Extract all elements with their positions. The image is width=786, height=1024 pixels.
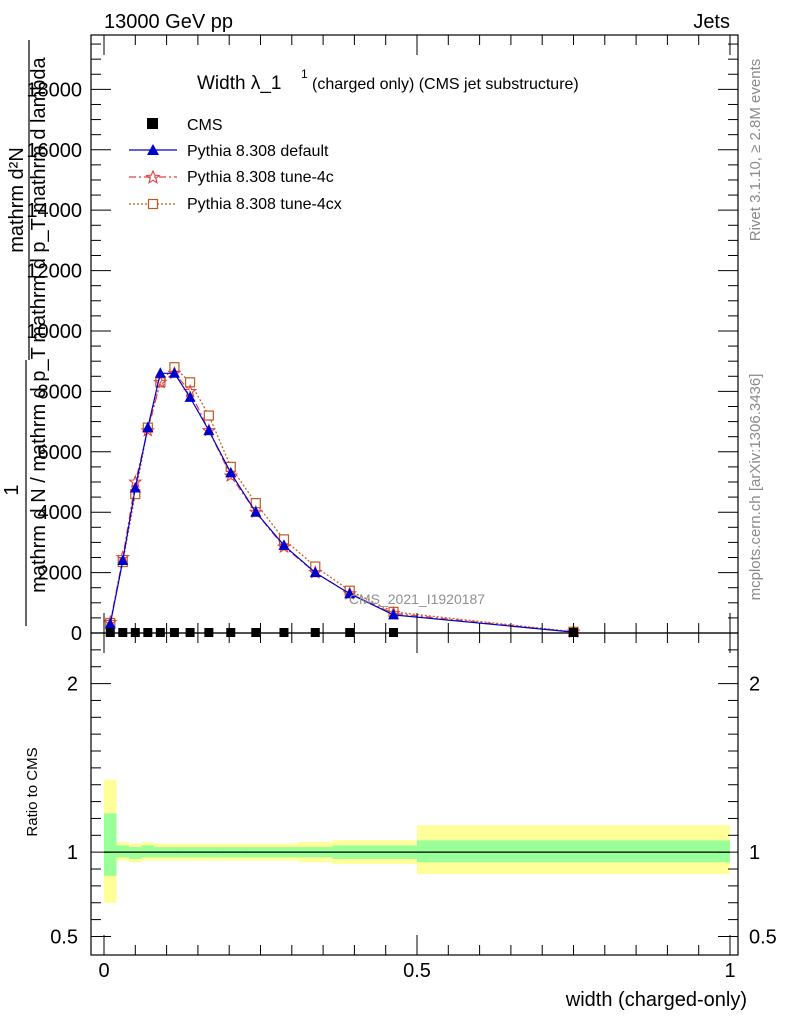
plot-title-sup: 1 <box>301 67 308 81</box>
rivet-label: Rivet 3.1.10, ≥ 2.8M events <box>747 59 764 242</box>
series-1-point <box>154 367 166 378</box>
main-ytick-label: 4000 <box>38 502 83 524</box>
ratio-ytick-label-right: 2 <box>749 674 760 696</box>
series-1-point <box>142 421 154 433</box>
ratio-xtick-label: 1 <box>724 960 735 982</box>
series-1-point <box>203 424 215 436</box>
ratio-xtick-label: 0.5 <box>403 960 431 982</box>
series-1-point <box>104 617 116 629</box>
series-line-2 <box>109 372 574 633</box>
ratio-inner-band-14 <box>417 840 730 863</box>
ylabel-denominator-bottom: mathrm d N / mathrm d p_T <box>28 347 50 593</box>
main-ytick-label: 14000 <box>26 200 82 222</box>
series-2-point <box>153 374 168 389</box>
plot-title-rest: (charged only) (CMS jet substructure) <box>312 76 579 93</box>
series-line-3 <box>109 366 574 633</box>
ratio-inner-band-3 <box>141 845 155 858</box>
series-1-point <box>309 566 321 578</box>
series-2-point <box>140 422 155 437</box>
ratio-ytick-label-right: 1 <box>749 842 760 864</box>
legend-marker-default <box>147 144 159 155</box>
legend-label-cms: CMS <box>187 117 223 134</box>
ylabel-numerator-bottom: 1 <box>1 484 23 495</box>
ylabel-denominator-top: mathrm d p_T mathrm d lambda <box>28 56 50 342</box>
ratio-ytick-label-left: 1 <box>67 842 78 864</box>
series-1-point <box>117 554 129 566</box>
ratio-ytick-label-left: 2 <box>67 674 78 696</box>
main-ytick-label: 12000 <box>26 261 82 283</box>
series-1-point <box>278 539 290 550</box>
series-3-point <box>203 410 214 421</box>
series-1-point <box>184 391 196 402</box>
series-1-point <box>168 367 180 378</box>
series-line-1 <box>109 372 574 633</box>
legend: CMS Pythia 8.308 default Pythia 8.308 tu… <box>129 117 342 213</box>
ratio-inner-band-0 <box>104 813 117 876</box>
main-ticks: 0 2000 4000 6000 8000 10000 12000 14000 16000 180… <box>26 35 738 645</box>
category-label: Jets <box>693 11 730 33</box>
ratio-panel: 0.5 0.5 1 1 2 2 0 0.5 1 Ratio to CMS width (char… <box>24 632 777 1011</box>
legend-marker-cms <box>147 118 158 129</box>
main-ytick-label: 6000 <box>38 442 83 464</box>
ratio-inner-band-2 <box>129 847 142 859</box>
main-y-axis-label: mathrm d²N mathrm d p_T mathrm d lambda … <box>1 40 50 626</box>
ratio-ytick-label-right: 0.5 <box>749 926 777 948</box>
ratio-y-axis-label: Ratio to CMS <box>24 747 41 836</box>
legend-label-tune-4cx: Pythia 8.308 tune-4cx <box>187 196 342 213</box>
main-ytick-label: 10000 <box>26 321 82 343</box>
legend-label-tune-4c: Pythia 8.308 tune-4c <box>187 169 334 186</box>
main-ytick-label: 16000 <box>26 140 82 162</box>
main-ytick-label: 18000 <box>26 79 82 101</box>
plot-title-main: Width λ_1 <box>197 73 281 94</box>
ratio-ytick-label-left: 0.5 <box>50 926 78 948</box>
series-1-point <box>388 608 400 620</box>
ratio-ticks: 0.5 0.5 1 1 2 2 0 0.5 1 <box>50 633 777 982</box>
series-1-point <box>344 587 356 599</box>
main-ytick-label: 0 <box>71 623 82 645</box>
legend-label-default: Pythia 8.308 default <box>187 143 329 160</box>
legend-marker-tune-4cx <box>147 198 159 210</box>
ratio-marks <box>104 779 730 903</box>
ylabel-numerator-top: mathrm d²N <box>6 147 28 253</box>
series-2-point <box>223 468 239 483</box>
main-panel: 0 2000 4000 6000 8000 10000 12000 14000 16000 180… <box>1 34 739 645</box>
main-marks <box>103 362 581 639</box>
series-1-point <box>250 506 262 517</box>
ratio-xtick-label: 0 <box>98 960 109 982</box>
series-1-point <box>129 482 141 493</box>
main-ytick-label: 8000 <box>38 381 83 403</box>
ratio-frame <box>90 632 739 956</box>
series-1-point <box>225 466 237 478</box>
main-ytick-label: 2000 <box>38 563 83 585</box>
energy-label: 13000 GeV pp <box>104 11 233 33</box>
analysis-watermark: CMS_2021_I1920187 <box>349 591 485 607</box>
x-axis-label: width (charged-only) <box>565 989 747 1011</box>
legend-marker-tune-4c <box>145 169 161 185</box>
ratio-inner-band-1 <box>116 845 130 858</box>
mcplots-label: mcplots.cern.ch [arXiv:1306.3436] <box>747 374 764 601</box>
